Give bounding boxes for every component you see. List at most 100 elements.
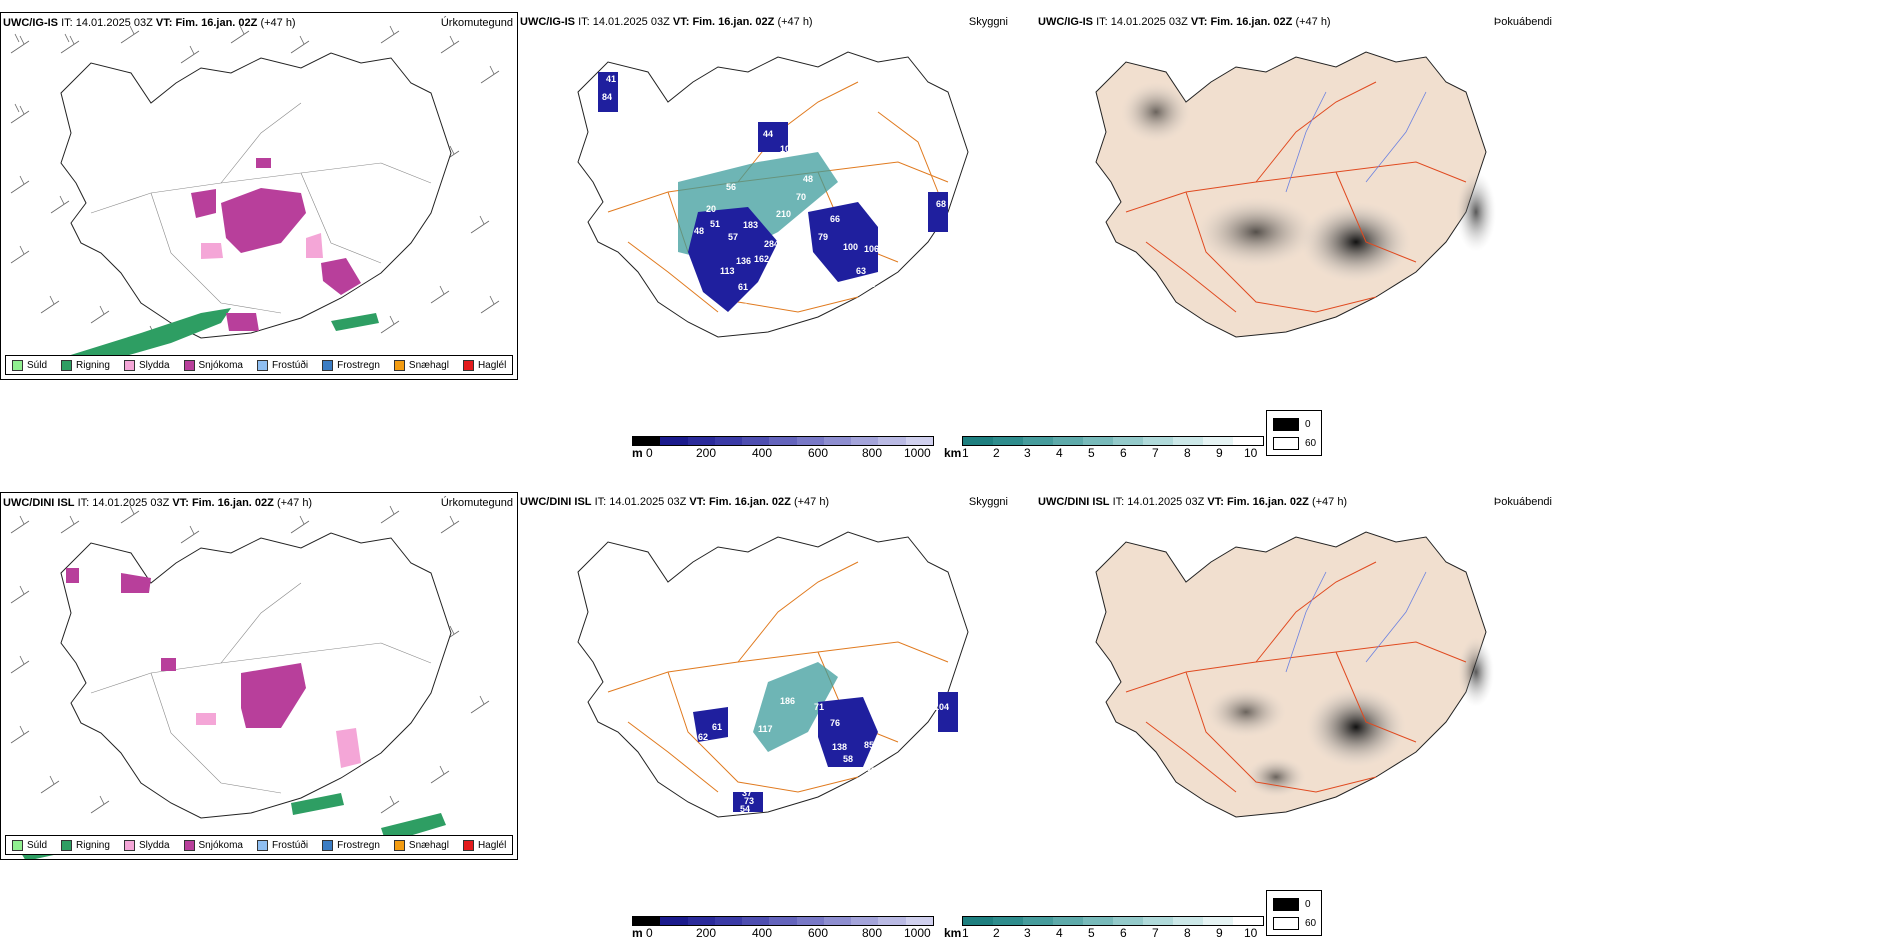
tick-label: 1000 — [904, 926, 931, 940]
cloud-label: 71 — [814, 702, 824, 712]
legend-item: Rigning — [61, 839, 110, 851]
ceiling-unit: m — [632, 926, 643, 940]
precip-type-panel-2: UWC/DINI ISL IT: 14.01.2025 03Z VT: Fim.… — [0, 492, 518, 860]
snow-area-4 — [66, 568, 79, 583]
sleet-area-2 — [196, 713, 216, 725]
cloud-label: 284 — [764, 239, 779, 249]
ceiling-labels: 41 84 39 44 109 48 70 66 79 100 106 63 5… — [602, 74, 946, 330]
ceiling-colorbar-1 — [632, 436, 934, 446]
snow-area-2 — [121, 573, 151, 593]
cloud-label: 52 — [865, 279, 875, 289]
cloud-label: 79 — [818, 232, 828, 242]
tick-label: 3 — [1024, 926, 1031, 940]
fog-core — [1301, 202, 1411, 282]
legend-item: Snæhagl — [393, 839, 449, 851]
legend-item: Haglél — [462, 359, 506, 371]
tick-label: 6 — [1120, 446, 1127, 460]
cloud-label: 426 — [744, 752, 759, 762]
roads — [90, 582, 432, 794]
cloud-label: 54 — [736, 814, 746, 824]
legend-item: Frostúði — [256, 839, 308, 851]
fog-area — [1246, 757, 1306, 797]
cloud-label: 136 — [736, 256, 751, 266]
cloud-label: 113 — [720, 266, 735, 276]
legend-item: Frostregn — [322, 839, 380, 851]
roads — [1125, 81, 1467, 313]
fog-map-1 — [1095, 51, 1496, 338]
cloud-label: 48 — [738, 302, 748, 312]
panel-header: UWC/IG-IS IT: 14.01.2025 03Z VT: Fim. 16… — [1038, 16, 1331, 28]
tick-label: 8 — [1184, 446, 1191, 460]
legend-item: Slydda — [123, 839, 170, 851]
roads — [90, 102, 432, 314]
panel-header: UWC/DINI ISL IT: 14.01.2025 03Z VT: Fim.… — [520, 496, 830, 508]
visibility-band — [753, 662, 838, 752]
cloud-label: 56 — [726, 182, 736, 192]
rain-area-2 — [331, 313, 379, 331]
tick-label: 9 — [1216, 446, 1223, 460]
fog-area — [1458, 637, 1494, 707]
ceiling-area-3 — [733, 792, 763, 812]
tick-label: 800 — [862, 926, 883, 940]
snow-area-4 — [256, 158, 271, 168]
cloud-label: 39 — [866, 766, 876, 776]
cloud-label: 20 — [706, 204, 716, 214]
tick-label: 1 — [962, 926, 969, 940]
ceiling-unit: m — [632, 446, 643, 460]
fog-swatch — [1273, 437, 1299, 450]
cloud-label: 104 — [934, 702, 949, 712]
legend-item: Snæhagl — [393, 359, 449, 371]
cloud-label: 138 — [832, 742, 847, 752]
cloud-label: 57 — [728, 232, 738, 242]
tick-label: 10 — [1244, 446, 1258, 460]
cloud-label: 41 — [610, 564, 620, 574]
ceiling-area-2 — [688, 207, 778, 312]
rain-area-1 — [291, 793, 344, 815]
fog-swatch — [1273, 917, 1299, 930]
snow-area-1 — [221, 188, 306, 253]
tick-label: 600 — [808, 926, 829, 940]
tick-label: 0 — [646, 446, 653, 460]
legend-item: Súld — [12, 839, 47, 851]
panel-header: UWC/IG-IS IT: 14.01.2025 03Z VT: Fim. 16… — [520, 16, 813, 28]
cloud-label: 48 — [803, 174, 813, 184]
cloud-label: 66 — [830, 214, 840, 224]
tick-label: 1000 — [904, 446, 931, 460]
panel-title: Úrkomutegund — [440, 497, 513, 509]
tick-label: 9 — [1216, 926, 1223, 940]
snow-area-3 — [161, 658, 176, 671]
tick-label: 800 — [862, 446, 883, 460]
ceiling-area-5 — [928, 192, 948, 232]
tick-label: 3 — [1024, 446, 1031, 460]
ceiling-area-1 — [808, 202, 878, 282]
cloud-label: 109 — [780, 144, 795, 154]
ceiling-colorbar-2 — [632, 916, 934, 926]
cloud-label: 76 — [758, 320, 768, 330]
tick-label: 10 — [1244, 926, 1258, 940]
precip-map-1 — [10, 25, 500, 373]
fog-panel-2: UWC/DINI ISL IT: 14.01.2025 03Z VT: Fim.… — [1036, 492, 1554, 860]
cloud-map-1: 41 84 39 44 109 48 70 66 79 100 106 63 5… — [577, 51, 969, 338]
precip-legend: Súld Rigning Slydda Snjókoma Frostúði Fr… — [5, 355, 514, 375]
tick-label: 4 — [1056, 926, 1063, 940]
cloud-map-2: 41 16 120 61 62 117 71 76 138 85 58 39 4… — [577, 531, 969, 824]
tick-label: 400 — [752, 926, 773, 940]
legend-item: Frostregn — [322, 359, 380, 371]
cloud-label: 183 — [743, 220, 758, 230]
fog-area — [1196, 197, 1316, 267]
tick-label: 5 — [1088, 926, 1095, 940]
cloud-label: 58 — [843, 754, 853, 764]
legend-item: Rigning — [61, 359, 110, 371]
ceiling-area-2 — [693, 707, 728, 742]
cloud-panel-1: 41 84 39 44 109 48 70 66 79 100 106 63 5… — [518, 12, 1036, 380]
tick-label: 4 — [1056, 446, 1063, 460]
cloud-label: 39 — [633, 119, 643, 129]
tick-label: 400 — [752, 446, 773, 460]
sleet-area-2 — [201, 243, 223, 259]
panel-header: UWC/DINI ISL IT: 14.01.2025 03Z VT: Fim.… — [3, 497, 313, 509]
fog-key-label: 60 — [1305, 438, 1317, 449]
fog-key-label: 0 — [1305, 419, 1311, 430]
cloud-label: 106 — [864, 244, 879, 254]
cloud-label: 62 — [698, 732, 708, 742]
panel-title: Úrkomutegund — [440, 17, 513, 29]
